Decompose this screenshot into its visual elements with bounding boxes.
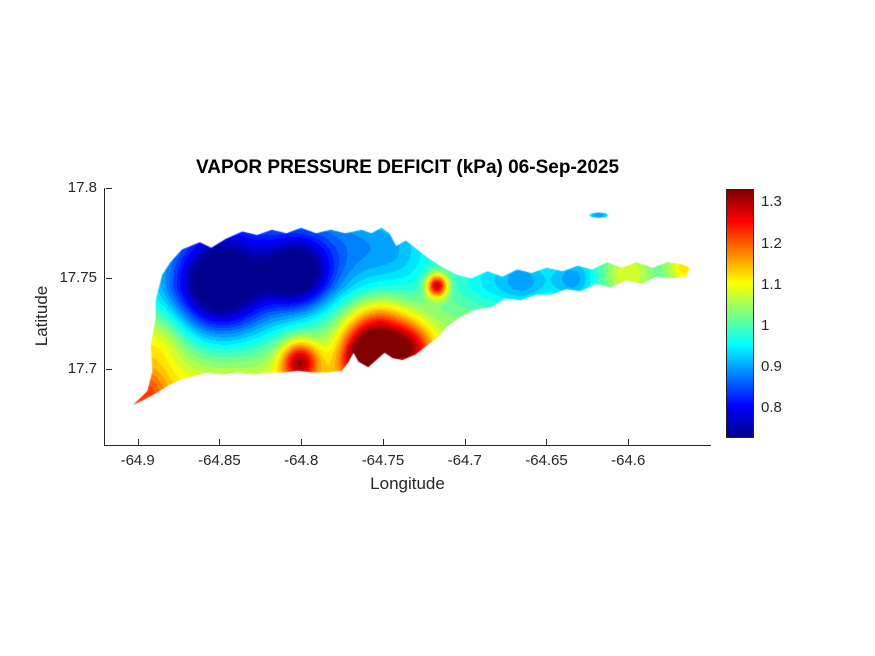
x-tick-label: -64.75 — [361, 452, 405, 469]
y-tick-label: 17.8 — [67, 179, 97, 196]
y-axis-line — [104, 188, 105, 446]
vpd-heatmap-canvas — [105, 188, 710, 445]
colorbar-tick-label: 0.8 — [761, 399, 782, 417]
x-tick-mark — [546, 439, 547, 445]
x-tick-label: -64.7 — [447, 452, 482, 469]
y-axis-label: Latitude — [32, 285, 51, 347]
x-tick-mark — [138, 439, 139, 445]
y-tick-mark — [106, 278, 112, 279]
x-tick-label: -64.8 — [284, 452, 319, 469]
y-tick-mark — [106, 188, 112, 189]
x-tick-mark — [219, 439, 220, 445]
colorbar-gradient-canvas — [726, 189, 754, 438]
colorbar-tick-label: 1.3 — [761, 193, 782, 211]
colorbar-tick-label: 1.1 — [761, 275, 782, 293]
x-tick-mark — [301, 439, 302, 445]
y-tick-label: 17.7 — [67, 359, 97, 377]
chart-title: VAPOR PRESSURE DEFICIT (kPa) 06-Sep-2025 — [195, 157, 620, 178]
x-tick-label: -64.9 — [120, 452, 155, 469]
x-tick-mark — [465, 439, 466, 445]
x-axis-line — [104, 445, 711, 446]
y-tick-mark — [106, 369, 112, 370]
colorbar-tick-label: 1 — [761, 316, 770, 334]
colorbar-tick-label: 0.9 — [761, 358, 782, 376]
x-tick-label: -64.85 — [198, 452, 241, 469]
x-tick-label: -64.6 — [611, 452, 646, 469]
x-tick-label: -64.65 — [525, 452, 568, 469]
y-tick-label: 17.75 — [59, 269, 97, 287]
x-tick-mark — [628, 439, 629, 445]
colorbar-tick-label: 1.2 — [761, 234, 782, 252]
x-axis-label: Longitude — [370, 474, 445, 493]
x-tick-mark — [383, 439, 384, 445]
